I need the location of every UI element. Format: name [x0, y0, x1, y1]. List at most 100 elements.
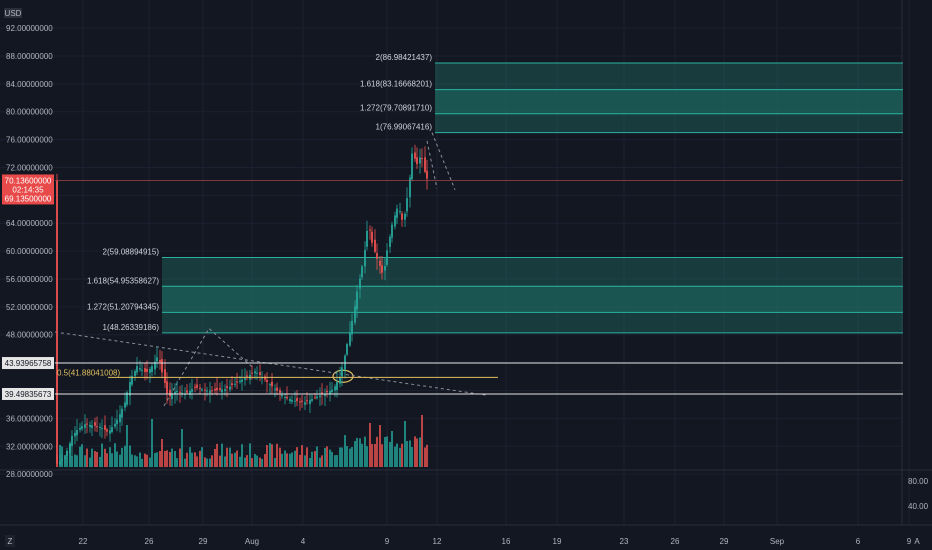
fib-upper-label: 2(86.98421437)	[376, 53, 433, 62]
fib-lower-label: 2(59.08894915)	[103, 247, 160, 256]
volume-bar	[116, 451, 118, 467]
candle-body	[404, 213, 406, 220]
volume-bar	[309, 457, 311, 467]
candle-body	[71, 435, 73, 446]
fib-upper-label: 1.618(83.16668201)	[360, 80, 432, 89]
candle-body	[301, 400, 303, 402]
fib-lower-label: 1.618(54.95358627)	[87, 276, 159, 285]
candle-body	[81, 426, 83, 429]
candle-body	[309, 400, 311, 405]
fib-upper-label: 1.272(79.70891710)	[360, 104, 432, 113]
volume-bar	[299, 454, 301, 467]
volume-bar	[366, 446, 368, 467]
current-low-text: 69.13500000	[5, 194, 52, 203]
volume-bar	[244, 457, 246, 467]
volume-bar	[104, 448, 106, 467]
candle-body	[204, 389, 206, 391]
candle-body	[126, 392, 128, 405]
price-tick-label: 36.00000000	[6, 414, 53, 423]
volume-bar	[221, 443, 223, 467]
volume-bar	[186, 452, 188, 467]
volume-bar	[414, 436, 416, 467]
candle-body	[114, 423, 116, 427]
volume-bars	[56, 415, 428, 467]
price-tick-label: 52.00000000	[6, 303, 53, 312]
candle-body	[386, 250, 388, 265]
volume-bar	[211, 455, 213, 467]
candle-body	[66, 450, 68, 456]
candle-body	[239, 381, 241, 383]
axes: 22 26 29 Aug 4 9 12 16 19 23 26 29 Sep 6 9 92.00000000 8…	[6, 24, 929, 546]
volume-bar	[416, 438, 418, 467]
volume-bar	[169, 451, 171, 467]
auto-scale-icon[interactable]: A	[914, 537, 920, 546]
volume-tick-label: 80.00	[908, 477, 929, 486]
candle-body	[324, 393, 326, 396]
candle-body	[244, 378, 246, 380]
volume-bar	[274, 457, 276, 467]
volume-bar	[246, 455, 248, 467]
volume-bar	[259, 457, 261, 467]
candle-body	[124, 402, 126, 408]
volume-bar	[346, 446, 348, 467]
candle-body	[161, 359, 163, 373]
volume-bar	[204, 457, 206, 467]
candle-body	[316, 396, 318, 399]
volume-bar	[214, 448, 216, 467]
volume-bar	[281, 453, 283, 467]
candle-body	[414, 152, 416, 159]
volume-bar	[94, 451, 96, 467]
z-icon[interactable]: Z	[8, 537, 13, 546]
volume-bar	[389, 441, 391, 467]
candle-body	[194, 386, 196, 388]
volume-bar	[249, 443, 251, 467]
volume-bar	[379, 425, 381, 467]
candle-body	[289, 399, 291, 402]
volume-bar	[324, 447, 326, 467]
candle-body	[261, 377, 263, 379]
volume-bar	[99, 456, 101, 467]
candle-body	[134, 371, 136, 377]
candle-body	[426, 170, 428, 179]
candle-body	[259, 372, 261, 376]
candle-body	[166, 381, 168, 394]
volume-bar	[174, 450, 176, 467]
price-tick-label: 76.00000000	[6, 136, 53, 145]
candle-body	[176, 390, 178, 393]
volume-bar	[406, 440, 408, 467]
candle-body	[296, 398, 298, 402]
candle-body	[286, 396, 288, 399]
volume-bar	[334, 455, 336, 467]
price-level-tag	[2, 387, 54, 400]
volume-bar	[264, 454, 266, 467]
candle-body	[364, 250, 366, 267]
candle-body	[91, 425, 93, 429]
volume-bar	[289, 453, 291, 467]
candle-body	[196, 384, 198, 388]
candle-body	[119, 414, 121, 423]
price-tick-label: 56.00000000	[6, 275, 53, 284]
candle-body	[144, 368, 146, 372]
volume-bar	[291, 452, 293, 467]
candle-body	[354, 306, 356, 323]
volume-bar	[86, 448, 88, 467]
volume-bar	[361, 443, 363, 467]
candle-body	[59, 461, 61, 465]
candle-body	[356, 291, 358, 310]
volume-bar	[224, 456, 226, 467]
candle-body	[156, 357, 158, 362]
volume-bar	[396, 443, 398, 467]
volume-bar	[386, 436, 388, 467]
candle-body	[111, 427, 113, 432]
grid	[0, 0, 932, 526]
volume-bar	[209, 458, 211, 467]
volume-bar	[391, 431, 393, 467]
volume-bar	[374, 443, 376, 467]
volume-bar	[424, 447, 426, 467]
time-label: 9	[385, 537, 390, 546]
price-tick-label: 84.00000000	[6, 80, 53, 89]
volume-bar	[84, 455, 86, 467]
z-icon-box[interactable]	[5, 535, 15, 547]
volume-bar	[229, 447, 231, 467]
